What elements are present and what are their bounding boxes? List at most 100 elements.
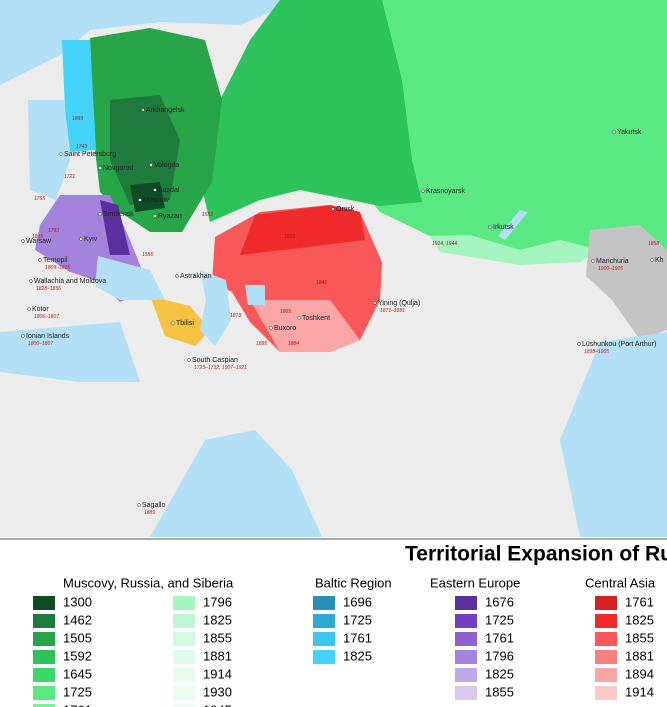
legend-year: 1825 [625, 612, 654, 627]
legend-year: 1930 [203, 684, 232, 699]
place-dates: 1871–1881 [380, 308, 405, 314]
region-manchuria [586, 225, 667, 340]
city-dot [187, 358, 191, 362]
place-label: Moscow [143, 197, 170, 204]
year-label: 1884 [288, 341, 299, 347]
region-turkestan [250, 300, 360, 352]
legend-swatch [173, 650, 195, 664]
city-dot [38, 258, 42, 262]
legend-swatch [173, 668, 195, 682]
legend-swatch [455, 596, 477, 610]
place-label: Ternopil [43, 257, 68, 264]
region-caucasus [150, 296, 210, 346]
place-label: Ionian Islands [26, 333, 70, 340]
legend-swatch [33, 704, 55, 707]
place-label: Yakutsk [617, 129, 642, 136]
year-label: 1556 [142, 252, 153, 258]
city-dot [21, 239, 25, 243]
place-label: Omsk [336, 206, 355, 213]
place-dates: 1809–1815 [45, 265, 70, 271]
black-sea [95, 256, 165, 300]
legend-title: Territorial Expansion of Russia [405, 543, 667, 566]
region-east-siberia [362, 0, 667, 262]
city-dot [577, 342, 581, 346]
place-dates: 1800–1807 [28, 341, 53, 347]
pacific-ocean [560, 332, 667, 537]
city-dot [137, 503, 141, 507]
city-dot [331, 207, 335, 211]
place-label: Kyiv [84, 236, 98, 243]
legend-year: 1592 [63, 648, 92, 663]
place-label: Vologda [154, 162, 179, 169]
legend-swatch [33, 650, 55, 664]
legend-swatch [595, 596, 617, 610]
legend-swatch [313, 632, 335, 646]
region-kazakh [240, 205, 365, 255]
place-label: Lüshunkou (Port Arthur) [582, 341, 656, 348]
city-dot [373, 301, 377, 305]
legend-swatch [455, 614, 477, 628]
legend-swatch [313, 614, 335, 628]
place-label: Suzdal [158, 187, 180, 194]
place-label: Manchuria [596, 258, 629, 265]
legend-year: 1725 [485, 612, 514, 627]
legend-year: 1825 [343, 648, 372, 663]
place-label: Novgorod [103, 165, 133, 172]
legend-swatch [33, 632, 55, 646]
city-dot [591, 259, 595, 263]
place-label: Wallachia and Moldova [34, 278, 106, 285]
map: Arkhangelsk Saint Petersburg Novgorod Volog… [0, 0, 667, 537]
legend-year: 1761 [485, 630, 514, 645]
place-label: Tbilisi [176, 320, 194, 327]
year-label: 1743 [76, 144, 87, 150]
place-label: Yining (Qulja) [378, 300, 420, 307]
legend-year: 1725 [343, 612, 372, 627]
caspian-sea [200, 270, 231, 346]
place-label: Irkutsk [493, 224, 514, 231]
legend-swatch [595, 650, 617, 664]
city-dot [29, 279, 33, 283]
place-dates: 1723–1732, 1907–1921 [194, 365, 247, 371]
legend-year: 1855 [485, 684, 514, 699]
place-label: Kh [655, 257, 664, 264]
legend-year: 1825 [203, 612, 232, 627]
legend-swatch [33, 668, 55, 682]
place-label: Kotor [32, 306, 49, 313]
city-dot [171, 321, 175, 325]
place-dates: 1900–1905 [598, 266, 623, 272]
legend-year: 1676 [485, 594, 514, 609]
city-dot [98, 212, 102, 216]
place-label: Arkhangelsk [146, 107, 185, 114]
year-label: 1899 [72, 116, 83, 122]
legend-heading: Baltic Region [315, 575, 392, 590]
city-dot [175, 274, 179, 278]
year-label: 1822 [284, 234, 295, 240]
legend-swatch [455, 686, 477, 700]
legend-swatch [455, 650, 477, 664]
legend-year: 1300 [63, 594, 92, 609]
legend-swatch [173, 704, 195, 707]
city-dot [149, 163, 153, 167]
legend-swatch [313, 650, 335, 664]
legend-year: 1462 [63, 612, 92, 627]
baltic-sea [28, 100, 70, 200]
legend-swatch [173, 596, 195, 610]
city-dot [21, 334, 25, 338]
legend-year: 1761 [343, 630, 372, 645]
year-label: 1721 [64, 174, 75, 180]
legend-year: 1825 [485, 666, 514, 681]
place-dates: 1806–1807 [34, 314, 59, 320]
year-label: 1552 [202, 212, 213, 218]
city-dot [612, 130, 616, 134]
city-dot [141, 108, 145, 112]
legend-year: 1761 [63, 702, 92, 707]
year-label: 1858 [648, 241, 659, 247]
city-dot [488, 225, 492, 229]
city-dot [27, 307, 31, 311]
legend-year: 1696 [343, 594, 372, 609]
legend-year: 1914 [203, 666, 232, 681]
legend-year: 1945 [203, 702, 232, 707]
legend-swatch [595, 632, 617, 646]
